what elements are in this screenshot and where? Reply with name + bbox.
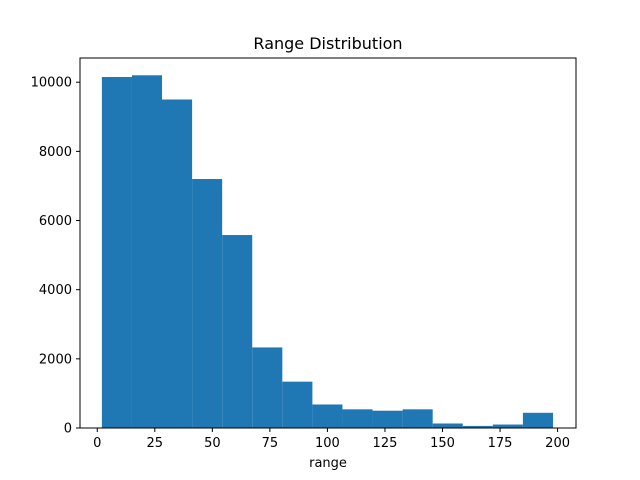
- plot-frame: [79, 57, 577, 429]
- y-tick-label: 2000: [39, 352, 72, 367]
- histogram-bar-9: [372, 410, 403, 428]
- x-tick-label: 200: [545, 436, 570, 451]
- histogram-bar-13: [492, 424, 523, 428]
- y-tick-label: 10000: [31, 76, 72, 91]
- histogram-bar-6: [282, 381, 313, 428]
- histogram-bar-11: [432, 423, 463, 428]
- histogram-bar-8: [342, 409, 373, 428]
- x-tick-label: 100: [315, 436, 340, 451]
- x-tick-label: 175: [488, 436, 513, 451]
- x-tick-label: 75: [262, 436, 279, 451]
- histogram-bar-10: [402, 409, 433, 428]
- x-tick-label: 0: [93, 436, 101, 451]
- y-tick-label: 8000: [39, 145, 72, 160]
- histogram-bar-14: [522, 412, 553, 428]
- y-tick-label: 6000: [39, 214, 72, 229]
- x-axis-ticks: 0 25 50 75 100 125 150 175 200: [93, 428, 570, 451]
- x-tick-label: 25: [147, 436, 164, 451]
- histogram-bar-0: [101, 77, 132, 429]
- histogram-bar-7: [312, 404, 343, 428]
- histogram-bar-3: [192, 179, 223, 428]
- x-tick-label: 50: [204, 436, 221, 451]
- y-tick-label: 0: [64, 422, 72, 437]
- bars-group: [101, 75, 553, 429]
- histogram-bar-4: [222, 235, 253, 428]
- y-tick-label: 4000: [39, 283, 72, 298]
- histogram-bar-2: [162, 99, 193, 428]
- chart-title: Range Distribution: [253, 34, 402, 53]
- histogram-bar-5: [252, 347, 283, 428]
- x-tick-label: 150: [430, 436, 455, 451]
- histogram-bar-1: [131, 75, 163, 428]
- y-axis-ticks: 0 2000 4000 6000 8000 10000: [31, 76, 80, 437]
- x-tick-label: 125: [373, 436, 398, 451]
- histogram-bar-12: [462, 425, 493, 428]
- x-axis-label: range: [309, 456, 347, 471]
